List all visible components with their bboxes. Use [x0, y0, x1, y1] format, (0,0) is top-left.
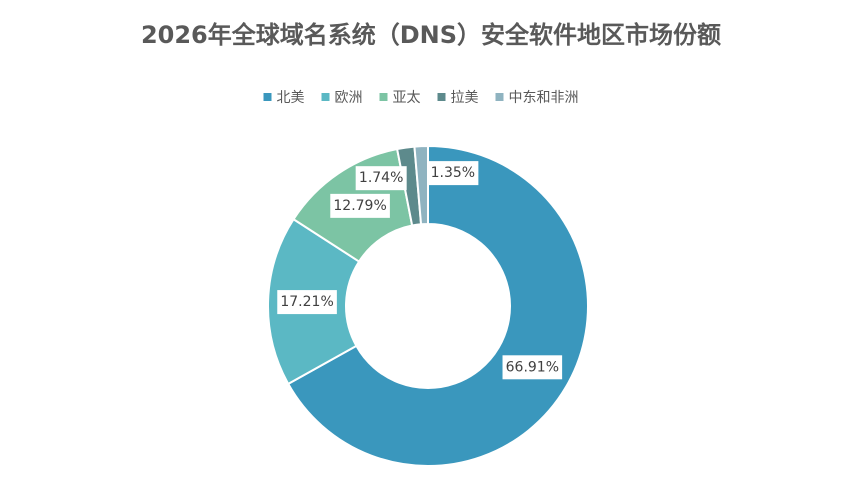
data-label: 66.91%	[506, 359, 559, 375]
slice	[286, 144, 589, 467]
chart-title: 2026年全球域名系统（DNS）安全软件地区市场份额	[141, 21, 721, 49]
slice	[413, 144, 429, 226]
data-label-box	[330, 193, 390, 218]
legend-label: 北美	[277, 90, 305, 106]
legend-swatch	[321, 93, 330, 101]
legend: 北美 欧洲 亚太 拉美 中东和非洲	[263, 90, 579, 106]
legend-label: 亚太	[393, 90, 421, 106]
legend-label: 欧洲	[335, 90, 363, 106]
data-label: 12.79%	[333, 198, 386, 214]
legend-swatch	[495, 93, 504, 101]
legend-swatch	[379, 93, 388, 101]
data-label-box	[355, 166, 407, 191]
legend-label: 拉美	[451, 90, 479, 106]
data-label: 1.74%	[359, 170, 403, 186]
legend-label: 中东和非洲	[509, 90, 579, 106]
data-label-box	[277, 290, 337, 315]
legend-swatch	[263, 93, 272, 101]
legend-swatch	[437, 93, 446, 101]
data-label: 17.21%	[280, 294, 333, 310]
data-label-box	[502, 355, 563, 380]
data-label-box	[427, 161, 479, 186]
data-label: 1.35%	[431, 165, 475, 181]
